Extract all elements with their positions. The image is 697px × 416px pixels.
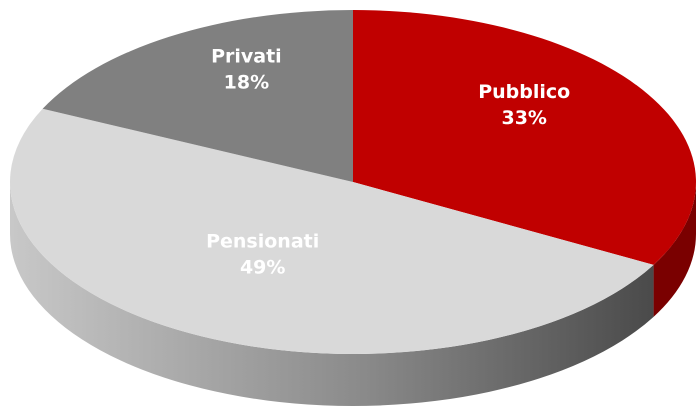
slice-value: 49%	[240, 257, 285, 279]
pie-slice	[9, 108, 654, 355]
slice-value: 33%	[501, 107, 546, 129]
pie-slice	[42, 10, 354, 182]
slice-label: Pubblico	[478, 81, 570, 103]
pie-slice	[353, 10, 697, 265]
slice-value: 18%	[224, 71, 269, 93]
pie-side	[10, 182, 654, 406]
slice-label: Pensionati	[206, 231, 319, 253]
slice-label: Privati	[211, 45, 282, 67]
pie-side	[653, 182, 696, 317]
